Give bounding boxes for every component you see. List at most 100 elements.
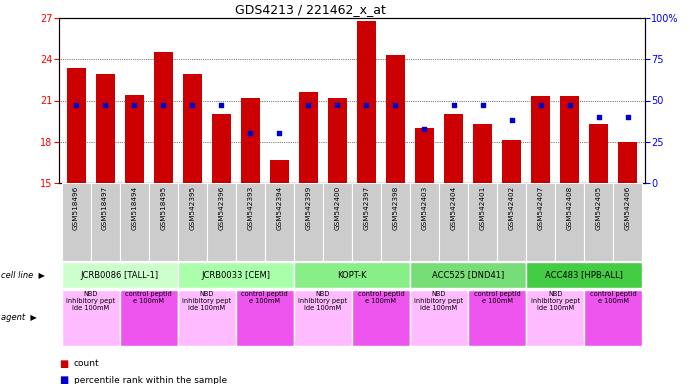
Text: GSM542404: GSM542404 xyxy=(451,185,457,230)
Bar xyxy=(90,183,119,261)
Point xyxy=(303,103,314,109)
Text: GSM542395: GSM542395 xyxy=(189,185,195,230)
Bar xyxy=(584,290,642,346)
Text: JCRB0033 [CEM]: JCRB0033 [CEM] xyxy=(201,270,270,280)
Text: GSM518494: GSM518494 xyxy=(131,185,137,230)
Text: count: count xyxy=(74,359,99,368)
Bar xyxy=(154,52,172,183)
Bar xyxy=(381,183,410,261)
Bar xyxy=(61,183,90,261)
Bar xyxy=(613,183,642,261)
Text: control peptid
e 100mM: control peptid e 100mM xyxy=(126,291,172,304)
Text: GSM542397: GSM542397 xyxy=(364,185,369,230)
Text: GSM518495: GSM518495 xyxy=(160,185,166,230)
Point xyxy=(535,103,546,109)
Bar xyxy=(294,183,323,261)
Bar xyxy=(357,21,376,183)
Bar xyxy=(352,183,381,261)
Text: GDS4213 / 221462_x_at: GDS4213 / 221462_x_at xyxy=(235,3,386,16)
Text: GSM542402: GSM542402 xyxy=(509,185,515,230)
Text: GSM542393: GSM542393 xyxy=(247,185,253,230)
Point xyxy=(245,131,256,137)
Bar xyxy=(531,96,550,183)
Bar xyxy=(67,68,86,183)
Text: GSM542399: GSM542399 xyxy=(306,185,311,230)
Bar xyxy=(119,290,178,346)
Point xyxy=(506,117,517,123)
Bar xyxy=(96,74,115,183)
Bar xyxy=(386,55,405,183)
Bar xyxy=(497,183,526,261)
Text: KOPT-K: KOPT-K xyxy=(337,270,366,280)
Bar xyxy=(560,96,579,183)
Bar xyxy=(468,183,497,261)
Text: GSM542396: GSM542396 xyxy=(218,185,224,230)
Point xyxy=(419,126,430,132)
Bar xyxy=(328,98,347,183)
Bar xyxy=(444,114,463,183)
Bar xyxy=(207,183,236,261)
Bar xyxy=(473,124,492,183)
Bar xyxy=(236,290,294,346)
Point xyxy=(187,103,198,109)
Bar xyxy=(584,183,613,261)
Bar xyxy=(410,262,526,288)
Bar xyxy=(526,183,555,261)
Bar xyxy=(294,262,410,288)
Point xyxy=(332,103,343,109)
Point xyxy=(274,131,285,137)
Point xyxy=(216,103,227,109)
Text: GSM542403: GSM542403 xyxy=(422,185,428,230)
Point xyxy=(622,114,633,120)
Point xyxy=(361,103,372,109)
Point xyxy=(390,103,401,109)
Bar xyxy=(119,183,148,261)
Bar xyxy=(178,262,294,288)
Bar xyxy=(352,290,410,346)
Bar xyxy=(241,98,259,183)
Text: NBD
inhibitory pept
ide 100mM: NBD inhibitory pept ide 100mM xyxy=(415,291,464,311)
Bar xyxy=(555,183,584,261)
Bar xyxy=(468,290,526,346)
Bar xyxy=(178,183,207,261)
Bar xyxy=(589,124,608,183)
Text: GSM542408: GSM542408 xyxy=(566,185,573,230)
Bar xyxy=(618,142,637,183)
Point xyxy=(564,103,575,109)
Text: control peptid
e 100mM: control peptid e 100mM xyxy=(357,291,404,304)
Text: GSM542398: GSM542398 xyxy=(393,185,398,230)
Point xyxy=(448,103,459,109)
Text: GSM542407: GSM542407 xyxy=(538,185,544,230)
Bar xyxy=(178,290,236,346)
Bar xyxy=(125,95,144,183)
Bar xyxy=(299,92,318,183)
Bar xyxy=(270,160,288,183)
Text: JCRB0086 [TALL-1]: JCRB0086 [TALL-1] xyxy=(81,270,159,280)
Text: ACC525 [DND41]: ACC525 [DND41] xyxy=(432,270,504,280)
Text: GSM542401: GSM542401 xyxy=(480,185,486,230)
Point xyxy=(70,103,81,109)
Bar xyxy=(61,290,119,346)
Text: NBD
inhibitory pept
ide 100mM: NBD inhibitory pept ide 100mM xyxy=(531,291,580,311)
Bar xyxy=(212,114,230,183)
Text: control peptid
e 100mM: control peptid e 100mM xyxy=(241,291,288,304)
Point xyxy=(593,114,604,120)
Bar xyxy=(439,183,468,261)
Text: NBD
inhibitory pept
ide 100mM: NBD inhibitory pept ide 100mM xyxy=(66,291,115,311)
Text: GSM542400: GSM542400 xyxy=(335,185,340,230)
Text: cell line  ▶: cell line ▶ xyxy=(1,270,46,280)
Text: GSM542405: GSM542405 xyxy=(595,185,602,230)
Bar xyxy=(410,290,468,346)
Bar xyxy=(415,128,434,183)
Text: agent  ▶: agent ▶ xyxy=(1,313,37,323)
Text: control peptid
e 100mM: control peptid e 100mM xyxy=(590,291,637,304)
Bar xyxy=(265,183,294,261)
Bar xyxy=(410,183,439,261)
Text: NBD
inhibitory pept
ide 100mM: NBD inhibitory pept ide 100mM xyxy=(298,291,348,311)
Bar xyxy=(502,141,521,183)
Text: ■: ■ xyxy=(59,375,68,384)
Point xyxy=(99,103,110,109)
Point xyxy=(477,103,488,109)
Bar xyxy=(294,290,352,346)
Text: GSM542394: GSM542394 xyxy=(276,185,282,230)
